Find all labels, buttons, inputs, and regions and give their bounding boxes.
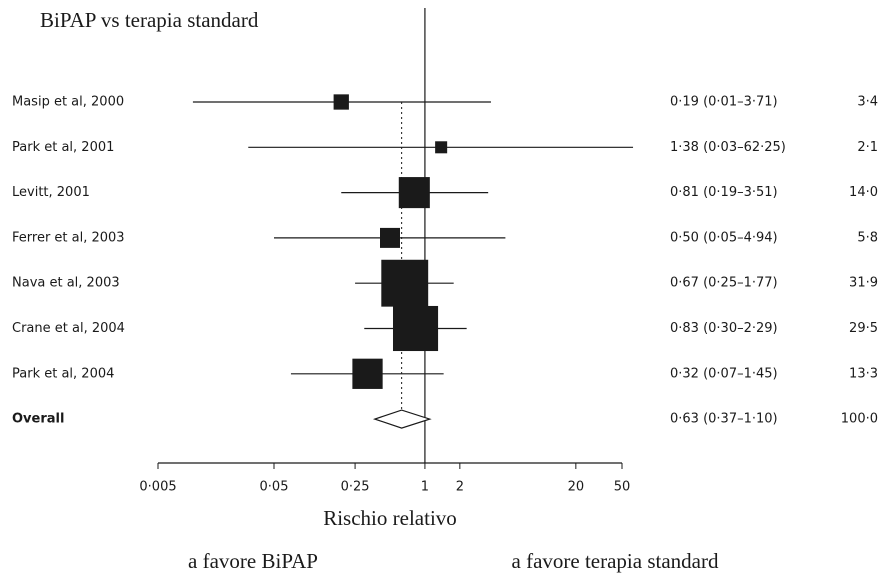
x-tick-label: 20 [568, 480, 585, 495]
weight-label: 29·5 [849, 321, 878, 336]
weight-label: 3·4 [857, 95, 878, 110]
study-label: Overall [12, 412, 64, 427]
weight-box [398, 177, 430, 209]
study-label: Masip et al, 2000 [12, 95, 124, 110]
chart-title: BiPAP vs terapia standard [40, 8, 259, 32]
x-axis-label: Rischio relativo [323, 506, 457, 530]
weight-box [380, 227, 400, 248]
study-label: Park et al, 2004 [12, 366, 114, 381]
overall-diamond [372, 409, 432, 429]
effect-label: 0·81 (0·19–3·51) [670, 185, 778, 200]
study-label: Levitt, 2001 [12, 185, 90, 200]
x-tick-label: 0·25 [341, 480, 370, 495]
effect-label: 0·50 (0·05–4·94) [670, 230, 778, 245]
study-label: Nava et al, 2003 [12, 276, 120, 291]
x-tick-label: 1 [421, 480, 429, 495]
x-tick-label: 0·05 [260, 480, 289, 495]
weight-box [392, 305, 439, 352]
effect-label: 0·67 (0·25–1·77) [670, 276, 778, 291]
weight-label: 5·8 [857, 230, 878, 245]
weight-label: 2·1 [857, 140, 878, 155]
study-label: Crane et al, 2004 [12, 321, 125, 336]
x-tick-label: 50 [614, 480, 631, 495]
weight-box [381, 259, 429, 307]
annotation: a favore terapia standard [512, 549, 719, 573]
weight-label: 13·3 [849, 366, 878, 381]
effect-label: 0·63 (0·37–1·10) [670, 412, 778, 427]
effect-label: 0·32 (0·07–1·45) [670, 366, 778, 381]
effect-label: 0·83 (0·30–2·29) [670, 321, 778, 336]
weight-label: 100·0 [841, 412, 878, 427]
effect-label: 1·38 (0·03–62·25) [670, 140, 786, 155]
effect-label: 0·19 (0·01–3·71) [670, 95, 778, 110]
weight-label: 31·9 [849, 276, 878, 291]
weight-box [333, 94, 349, 110]
weight-box [352, 358, 383, 389]
study-label: Ferrer et al, 2003 [12, 230, 125, 245]
study-label: Park et al, 2001 [12, 140, 114, 155]
x-tick-label: 2 [456, 480, 464, 495]
x-tick-label: 0·005 [139, 480, 176, 495]
annotation: a favore BiPAP [188, 549, 318, 573]
weight-box [435, 141, 448, 154]
weight-label: 14·0 [849, 185, 878, 200]
